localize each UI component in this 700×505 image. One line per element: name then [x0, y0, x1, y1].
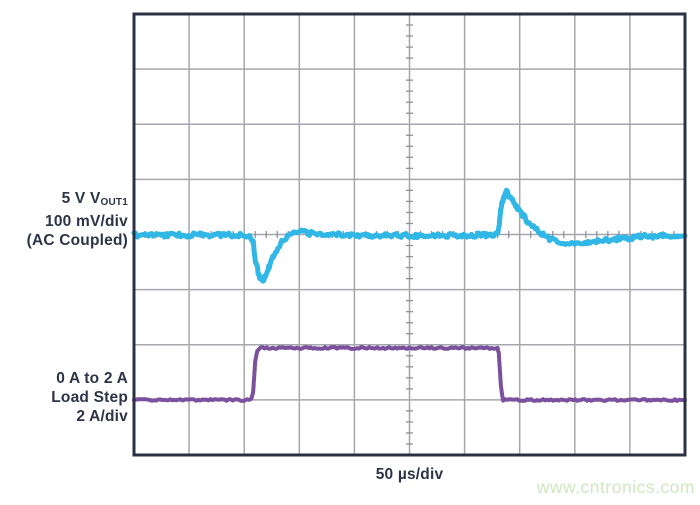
watermark: www.cntronics.com — [536, 477, 695, 497]
load-step-label-line2: Load Step — [51, 389, 128, 406]
graticule-border — [132, 12, 687, 457]
trace-load-step — [132, 345, 687, 403]
vout1-label-line1: 5 V VOUT1 — [61, 190, 128, 208]
vout1-label-line3: (AC Coupled) — [26, 232, 128, 249]
trace-vout1 — [131, 187, 688, 284]
load-step-label-line3: 2 A/div — [76, 408, 128, 425]
vout1-channel-label: 5 V VOUT1 100 mV/div (AC Coupled) — [0, 189, 128, 250]
vout1-label-line2: 100 mV/div — [45, 213, 128, 230]
load-step-label-line1: 0 A to 2 A — [56, 370, 128, 387]
vout1-subscript: OUT1 — [100, 197, 128, 208]
load-step-channel-label: 0 A to 2 A Load Step 2 A/div — [0, 369, 128, 426]
timebase-label: 50 µs/div — [375, 466, 444, 483]
